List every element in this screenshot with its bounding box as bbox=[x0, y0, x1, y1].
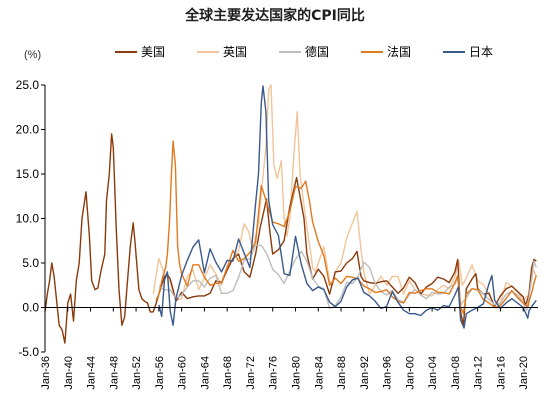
x-tick-label: Jan-08 bbox=[450, 356, 462, 390]
legend-label: 法国 bbox=[387, 45, 411, 59]
y-tick-label: 0.0 bbox=[22, 301, 39, 315]
x-tick-label: Jan-88 bbox=[336, 356, 348, 390]
x-tick-label: Jan-64 bbox=[199, 356, 211, 390]
x-tick-label: Jan-80 bbox=[290, 356, 302, 390]
series-layer bbox=[44, 84, 537, 344]
x-tick-label: Jan-00 bbox=[404, 356, 416, 390]
chart-title: 全球主要发达国家的CPI同比 bbox=[184, 7, 365, 24]
x-tick-label: Jan-60 bbox=[177, 356, 189, 390]
x-tick-label: Jan-92 bbox=[359, 356, 371, 390]
y-unit-label: (%) bbox=[24, 49, 41, 61]
y-tick-label: 5.0 bbox=[22, 256, 39, 270]
x-tick-label: Jan-52 bbox=[131, 356, 143, 390]
x-tick-label: Jan-44 bbox=[86, 356, 98, 390]
x-tick-label: Jan-56 bbox=[154, 356, 166, 390]
series-line-日本 bbox=[158, 85, 537, 329]
series-line-法国 bbox=[155, 140, 537, 315]
legend-label: 日本 bbox=[469, 45, 493, 59]
x-tick-label: Jan-76 bbox=[268, 356, 280, 390]
x-tick-label: Jan-68 bbox=[222, 356, 234, 390]
y-tick-label: 20.0 bbox=[16, 123, 40, 137]
series-line-美国 bbox=[44, 133, 537, 344]
x-tick-label: Jan-16 bbox=[495, 356, 507, 390]
x-tick-label: Jan-96 bbox=[382, 356, 394, 390]
y-tick-label: 10.0 bbox=[16, 212, 40, 226]
y-tick-label: -5.0 bbox=[18, 345, 39, 359]
x-tick-label: Jan-36 bbox=[40, 356, 52, 390]
x-tick-label: Jan-40 bbox=[63, 356, 75, 390]
y-tick-labels: 25.0 20.0 15.0 10.0 5.0 0.0 -5.0 bbox=[16, 78, 45, 359]
y-tick-label: 15.0 bbox=[16, 167, 40, 181]
series-line-德国 bbox=[158, 244, 537, 311]
y-tick-label: 25.0 bbox=[16, 78, 40, 92]
legend-label: 美国 bbox=[141, 45, 165, 59]
x-tick-label: Jan-20 bbox=[518, 356, 530, 390]
x-tick-label: Jan-48 bbox=[108, 356, 120, 390]
x-tick-label: Jan-12 bbox=[473, 356, 485, 390]
x-tick-labels: Jan-36 Jan-40 Jan-44 Jan-48 Jan-52 Jan-56 Jan-… bbox=[40, 307, 530, 390]
legend: 美国 英国 德国 法国 日本 bbox=[115, 44, 493, 59]
x-tick-label: Jan-72 bbox=[245, 356, 257, 390]
x-tick-label: Jan-84 bbox=[313, 356, 325, 390]
legend-label: 英国 bbox=[223, 45, 247, 59]
legend-label: 德国 bbox=[305, 44, 329, 59]
x-tick-label: Jan-04 bbox=[427, 356, 439, 390]
series-line-英国 bbox=[152, 84, 537, 310]
